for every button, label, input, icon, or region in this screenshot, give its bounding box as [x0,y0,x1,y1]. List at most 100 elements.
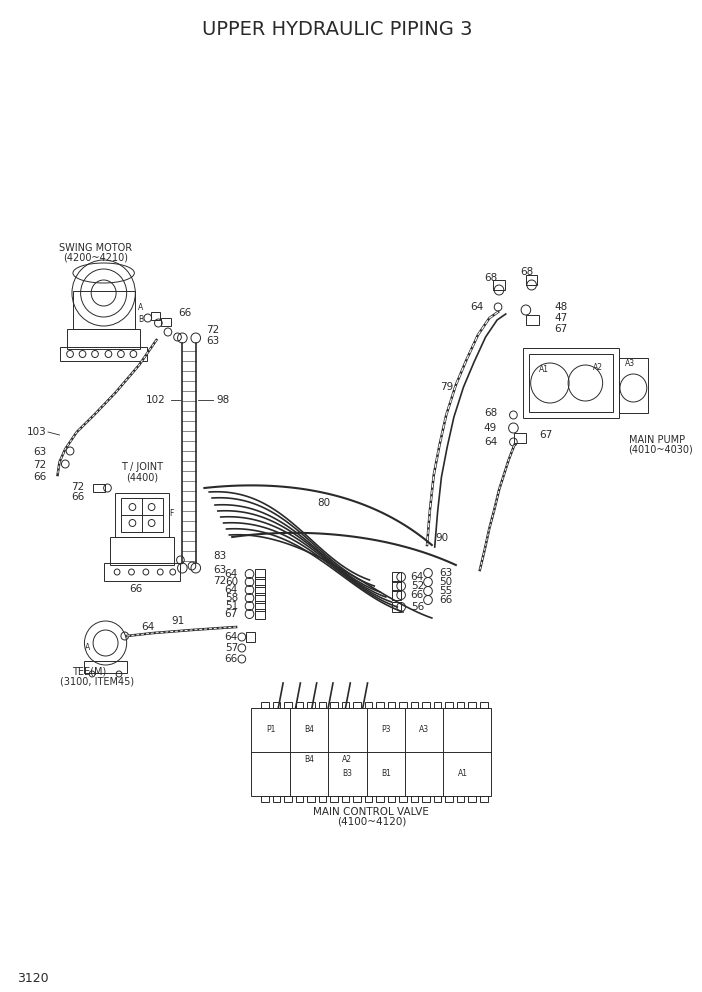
Text: 66: 66 [128,584,142,594]
Bar [296,796,303,802]
Text: 72: 72 [71,482,84,492]
Bar [526,275,538,285]
Text: A2: A2 [343,756,352,765]
Text: 67: 67 [539,430,552,440]
Bar [319,796,326,802]
Bar [515,433,526,443]
Bar [342,796,350,802]
Text: 64: 64 [225,632,238,642]
Bar [251,708,491,796]
Bar [526,315,539,325]
Bar [261,702,269,708]
Bar [272,702,280,708]
Text: 64: 64 [141,622,154,632]
Text: A1: A1 [458,770,468,779]
Bar [342,702,350,708]
Text: A3: A3 [625,358,635,367]
Text: 67: 67 [225,609,238,619]
Text: 68: 68 [484,273,498,283]
Bar [422,702,430,708]
Text: UPPER HYDRAULIC PIPING 3: UPPER HYDRAULIC PIPING 3 [201,20,472,39]
Bar [284,702,292,708]
Text: 66: 66 [411,590,424,600]
Bar [392,581,401,591]
Text: 66: 66 [225,654,238,664]
Bar [110,537,173,565]
Bar [523,348,619,418]
Text: 50: 50 [439,577,453,587]
Bar [494,280,505,290]
Bar [364,702,372,708]
Text: 63: 63 [33,447,46,457]
Text: T / JOINT: T / JOINT [121,462,163,472]
Text: B: B [138,314,143,323]
Text: 63: 63 [213,565,226,575]
Text: 49: 49 [484,423,497,433]
Bar [392,590,401,600]
Text: B4: B4 [304,756,314,765]
Bar [284,796,292,802]
Text: 80: 80 [317,498,330,508]
Text: A3: A3 [419,725,429,734]
Text: TEE(M): TEE(M) [72,667,106,677]
Text: A: A [84,644,90,653]
Bar [272,796,280,802]
Text: 68: 68 [520,267,534,277]
Text: 98: 98 [216,395,229,405]
Bar [529,354,614,412]
Text: SWING MOTOR: SWING MOTOR [60,243,133,253]
Bar [67,329,140,349]
Bar [445,702,453,708]
Bar [480,702,487,708]
Text: 67: 67 [555,324,568,334]
Text: 64: 64 [225,585,238,595]
Bar [60,347,147,361]
Text: 66: 66 [439,595,453,605]
Bar [256,601,265,611]
Text: 63: 63 [439,568,453,578]
Bar [376,702,384,708]
Text: 63: 63 [206,336,220,346]
Text: 72: 72 [213,576,226,586]
Text: 72: 72 [33,460,46,470]
Bar [411,796,418,802]
Bar [330,796,338,802]
Bar [246,632,256,642]
Bar [399,796,407,802]
Text: 66: 66 [71,492,84,502]
Text: A: A [138,304,143,312]
Text: MAIN CONTROL VALVE: MAIN CONTROL VALVE [314,807,430,817]
Bar [319,702,326,708]
Text: 57: 57 [225,643,238,653]
Text: 66: 66 [178,308,192,318]
Bar [151,312,160,320]
Text: B3: B3 [343,770,352,779]
Bar [411,702,418,708]
Text: A1: A1 [539,365,549,375]
Bar [330,702,338,708]
Text: 48: 48 [555,302,568,312]
Text: 55: 55 [439,586,453,596]
Text: (4100~4120): (4100~4120) [337,817,406,827]
Text: 3120: 3120 [18,971,49,984]
Bar [445,796,453,802]
Bar [376,796,384,802]
Text: 83: 83 [213,551,226,561]
Bar [104,563,180,581]
Bar [256,577,265,587]
Bar [457,796,465,802]
Bar [399,702,407,708]
Text: 64: 64 [411,572,424,582]
Text: 103: 103 [26,427,46,437]
Text: 66: 66 [33,472,46,482]
Bar [307,702,314,708]
Bar [434,702,442,708]
Text: 60: 60 [225,577,238,587]
Bar [392,602,401,612]
Bar [422,796,430,802]
Bar [115,493,169,537]
Bar [434,796,442,802]
Text: A2: A2 [593,363,603,373]
Bar [388,702,395,708]
Bar [161,318,171,326]
